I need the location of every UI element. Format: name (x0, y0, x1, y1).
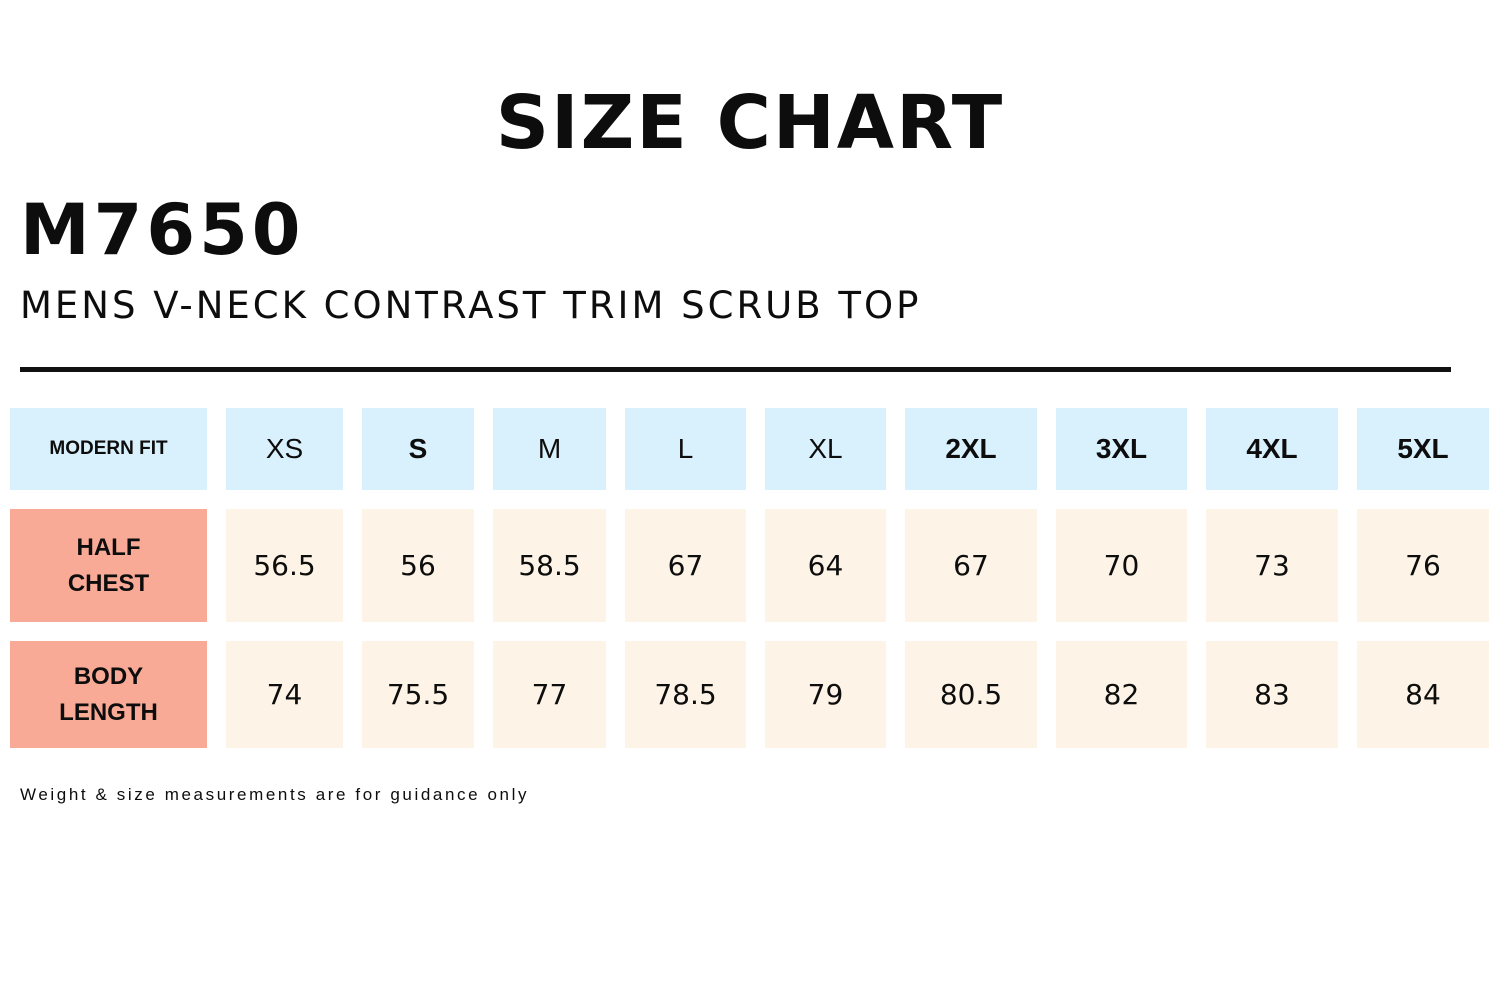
measurement-cell: 75.5 (362, 641, 474, 748)
product-name: MENS V-NECK CONTRAST TRIM SCRUB TOP (20, 284, 922, 327)
measurement-cell: 76 (1357, 509, 1489, 622)
divider (20, 367, 1451, 372)
size-header: L (625, 408, 746, 490)
row-label-text: BODY LENGTH (59, 659, 158, 731)
measurement-cell: 64 (765, 509, 886, 622)
product-code: M7650 (20, 189, 305, 271)
size-header: S (362, 408, 474, 490)
guidance-note: Weight & size measurements are for guida… (20, 785, 530, 804)
size-header: 4XL (1206, 408, 1338, 490)
size-header: M (493, 408, 606, 490)
row-label: BODY LENGTH (10, 641, 207, 748)
measurement-cell: 67 (905, 509, 1037, 622)
measurement-cell: 67 (625, 509, 746, 622)
row-label-line: LENGTH (59, 698, 158, 726)
measurement-cell: 77 (493, 641, 606, 748)
row-label: HALF CHEST (10, 509, 207, 622)
page-title: SIZE CHART (495, 80, 1005, 166)
corner-label: MODERN FIT (10, 408, 207, 490)
measurement-cell: 74 (226, 641, 343, 748)
measurement-cell: 70 (1056, 509, 1187, 622)
measurement-cell: 83 (1206, 641, 1338, 748)
measurement-cell: 84 (1357, 641, 1489, 748)
row-label-line: BODY (73, 662, 144, 690)
row-label-line: CHEST (67, 569, 150, 597)
size-header: 2XL (905, 408, 1037, 490)
row-label-text: HALF CHEST (68, 530, 149, 602)
measurement-cell: 82 (1056, 641, 1187, 748)
measurement-cell: 79 (765, 641, 886, 748)
measurement-cell: 73 (1206, 509, 1338, 622)
measurement-cell: 80.5 (905, 641, 1037, 748)
measurement-cell: 56.5 (226, 509, 343, 622)
row-label-line: HALF (76, 533, 141, 561)
measurement-cell: 78.5 (625, 641, 746, 748)
measurement-cell: 58.5 (493, 509, 606, 622)
size-header: XL (765, 408, 886, 490)
size-header: XS (226, 408, 343, 490)
measurement-cell: 56 (362, 509, 474, 622)
size-header: 5XL (1357, 408, 1489, 490)
size-header: 3XL (1056, 408, 1187, 490)
